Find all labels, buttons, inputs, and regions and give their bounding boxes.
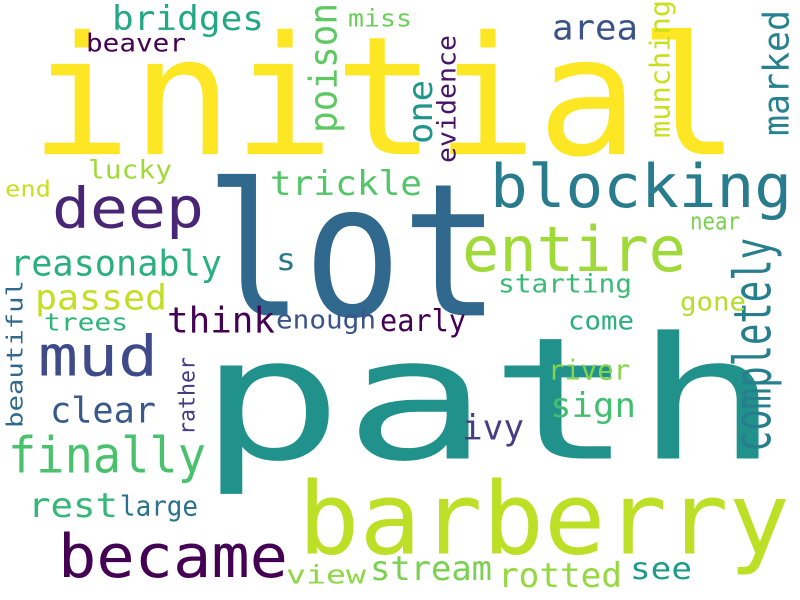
- word-rather: rather: [173, 357, 200, 435]
- word-early: early: [380, 302, 466, 339]
- word-barberry: barberry: [298, 461, 790, 578]
- word-munching: munching: [644, 0, 678, 138]
- word-starting: starting: [498, 268, 632, 300]
- word-sign: sign: [550, 386, 636, 426]
- word-lot: lot: [205, 144, 500, 360]
- word-beautiful: beautiful: [1, 280, 28, 428]
- word-clear: clear: [50, 388, 156, 432]
- word-deep: deep: [52, 176, 204, 242]
- word-come: come: [568, 305, 634, 337]
- word-river: river: [548, 354, 630, 388]
- word-blocking: blocking: [490, 152, 792, 223]
- word-path: path: [198, 300, 780, 499]
- word-reasonably: reasonably: [10, 241, 222, 285]
- word-think: think: [167, 298, 275, 342]
- word-beaver: beaver: [86, 29, 186, 59]
- word-gone: gone: [680, 286, 746, 318]
- word-entire: entire: [462, 214, 686, 287]
- word-rotted: rotted: [498, 556, 622, 596]
- word-s: s: [276, 241, 296, 278]
- word-near: near: [690, 208, 740, 237]
- word-end: end: [5, 175, 51, 202]
- word-evidence: evidence: [431, 34, 463, 163]
- word-enough: enough: [276, 304, 376, 336]
- word-large: large: [120, 490, 198, 524]
- word-ivy: ivy: [462, 406, 524, 449]
- word-trees: trees: [44, 309, 128, 338]
- word-bridges: bridges: [112, 0, 264, 39]
- word-stream: stream: [370, 549, 492, 589]
- word-area: area: [552, 6, 638, 49]
- word-miss: miss: [348, 5, 412, 34]
- word-initial: initial: [30, 0, 740, 194]
- word-trickle: trickle: [270, 164, 422, 204]
- word-lucky: lucky: [88, 154, 172, 186]
- word-view: view: [286, 559, 366, 591]
- word-rest: rest: [28, 486, 118, 526]
- word-mud: mud: [38, 324, 158, 390]
- word-poison: poison: [302, 2, 347, 133]
- word-passed: passed: [35, 276, 167, 319]
- word-finally: finally: [8, 425, 206, 485]
- word-completely: completely: [723, 238, 784, 452]
- word-marked: marked: [754, 10, 798, 137]
- word-became: became: [58, 522, 288, 593]
- word-see: see: [630, 550, 692, 587]
